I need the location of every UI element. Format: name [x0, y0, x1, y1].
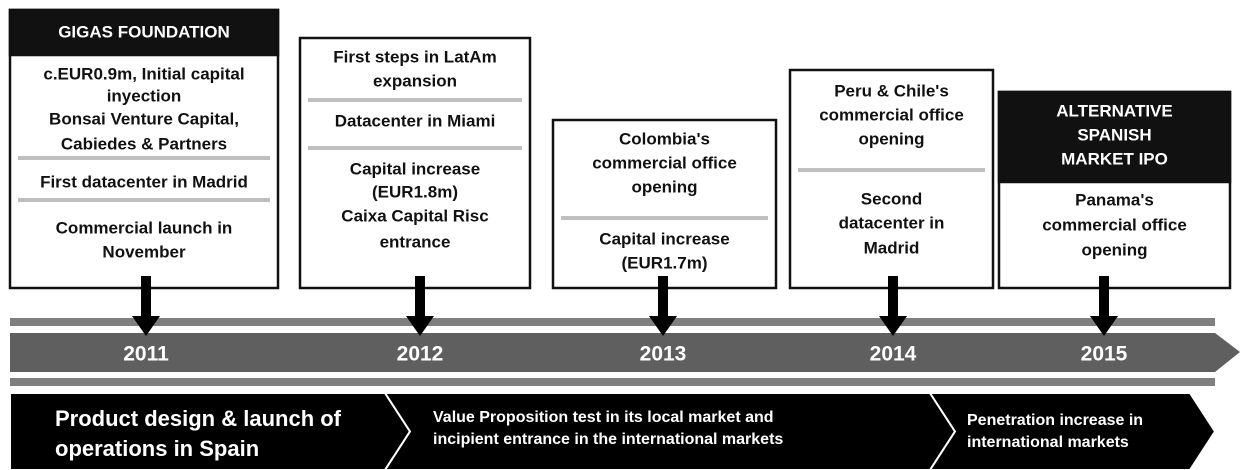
arrow-head — [649, 316, 677, 336]
event-text: Capital increase — [599, 229, 729, 248]
event-text: Panama's — [1075, 190, 1154, 209]
year-label: 2013 — [640, 343, 687, 366]
event-text: inyection — [107, 86, 182, 105]
event-text: entrance — [380, 232, 451, 251]
arrow-head — [406, 316, 434, 336]
event-text: First steps in LatAm — [333, 47, 496, 66]
year-label: 2015 — [1081, 343, 1128, 366]
timeline-bar — [10, 333, 1240, 372]
event-text: Second — [861, 189, 922, 208]
event-text: First datacenter in Madrid — [40, 172, 248, 191]
timeline-thin-bar — [10, 318, 1215, 326]
event-text: opening — [1081, 240, 1147, 259]
event-text: datacenter in — [839, 213, 945, 232]
event-text: Caixa Capital Risc — [341, 206, 488, 225]
event-box — [8, 8, 280, 290]
event-text: expansion — [373, 71, 457, 90]
event-text: Datacenter in Miami — [335, 111, 496, 130]
event-header — [8, 8, 280, 57]
arrow-shaft — [1099, 276, 1109, 318]
timeline-thin-bar — [10, 378, 1215, 386]
event-text: opening — [631, 177, 697, 196]
phase-text: Value Proposition test in its local mark… — [433, 409, 774, 426]
header-text: ALTERNATIVE — [1056, 101, 1172, 120]
separator — [308, 98, 522, 102]
event-text: commercial office — [819, 105, 964, 124]
event-header — [997, 90, 1232, 184]
arrow-shaft — [658, 276, 668, 318]
event-text: opening — [858, 129, 924, 148]
header-text: MARKET IPO — [1061, 149, 1168, 168]
event-text: commercial office — [592, 153, 737, 172]
event-text: Capital increase — [350, 159, 480, 178]
separator — [18, 156, 270, 160]
separator — [798, 168, 985, 172]
event-text: Commercial launch in — [56, 218, 233, 237]
arrow-shaft — [141, 276, 151, 318]
header-text: GIGAS FOUNDATION — [58, 22, 230, 41]
event-text: Madrid — [864, 238, 920, 257]
separator — [308, 146, 522, 150]
event-text: Cabiedes & Partners — [61, 134, 227, 153]
phase-text: incipient entrance in the international … — [433, 431, 783, 448]
phase-text: Product design & launch of — [55, 406, 342, 431]
event-text: commercial office — [1042, 215, 1187, 234]
arrow-shaft — [888, 276, 898, 318]
arrow-head — [879, 316, 907, 336]
arrow-head — [132, 316, 160, 336]
event-text: November — [102, 242, 186, 261]
event-text: (EUR1.8m) — [372, 182, 458, 201]
year-label: 2011 — [123, 343, 169, 366]
phase-text: Penetration increase in — [967, 412, 1143, 429]
separator — [18, 198, 270, 202]
separator — [561, 216, 768, 220]
header-text: SPANISH — [1077, 125, 1151, 144]
event-text: c.EUR0.9m, Initial capital — [43, 64, 244, 83]
event-text: Peru & Chile's — [834, 81, 949, 100]
event-text: Bonsai Venture Capital, — [49, 109, 239, 128]
phase-text: operations in Spain — [55, 436, 259, 461]
arrow-shaft — [415, 276, 425, 318]
event-box — [551, 118, 778, 290]
event-text: (EUR1.7m) — [622, 253, 708, 272]
phase-text: international markets — [967, 434, 1129, 451]
event-text: Colombia's — [619, 129, 710, 148]
arrow-head — [1090, 316, 1118, 336]
year-label: 2012 — [397, 343, 444, 366]
phase-chevron — [928, 392, 1217, 470]
year-label: 2014 — [870, 343, 917, 366]
